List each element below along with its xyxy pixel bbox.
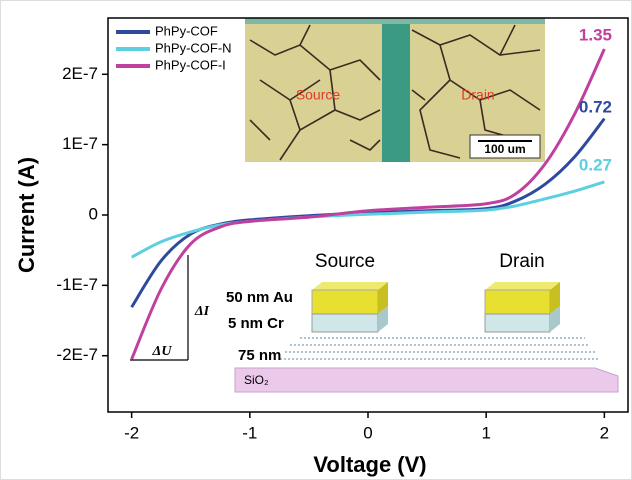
end-label: 0.72	[579, 97, 612, 116]
y-tick-label: 2E-7	[62, 64, 98, 83]
device-source: Source	[315, 251, 375, 272]
scale-bar-label: 100 um	[484, 142, 525, 156]
x-axis-label: Voltage (V)	[313, 452, 426, 477]
x-tick-label: -1	[242, 423, 257, 442]
x-tick-label: 0	[363, 423, 372, 442]
layer-label: 5 nm Cr	[228, 315, 284, 332]
slope-label: ΔU	[152, 344, 173, 359]
y-tick-label: 1E-7	[62, 134, 98, 153]
x-tick-label: 1	[481, 423, 490, 442]
inset-device	[234, 282, 619, 393]
x-tick-label: -2	[124, 423, 139, 442]
legend-label: PhPy-COF-N	[155, 40, 232, 55]
end-label: 1.35	[579, 25, 612, 44]
legend-label: PhPy-COF	[155, 23, 218, 38]
series-line	[130, 180, 605, 259]
inset-micrograph	[245, 18, 545, 162]
layer-label: 50 nm Au	[226, 289, 293, 306]
end-label: 0.27	[579, 155, 612, 174]
micrograph-source: Source	[296, 87, 341, 103]
slope-label: ΔI	[194, 304, 210, 319]
y-axis-label: Current (A)	[14, 157, 39, 273]
series-line	[130, 48, 606, 360]
legend-label: PhPy-COF-I	[155, 57, 226, 72]
y-tick-label: 0	[89, 204, 98, 223]
layer-label: 75 nm	[238, 347, 281, 364]
layer-label: SiO₂	[244, 373, 269, 387]
y-tick-label: -1E-7	[56, 275, 98, 294]
x-tick-label: 2	[600, 423, 609, 442]
y-tick-label: -2E-7	[56, 345, 98, 364]
device-drain: Drain	[499, 251, 544, 272]
micrograph-drain: Drain	[461, 87, 494, 103]
slope-triangle	[130, 255, 189, 361]
